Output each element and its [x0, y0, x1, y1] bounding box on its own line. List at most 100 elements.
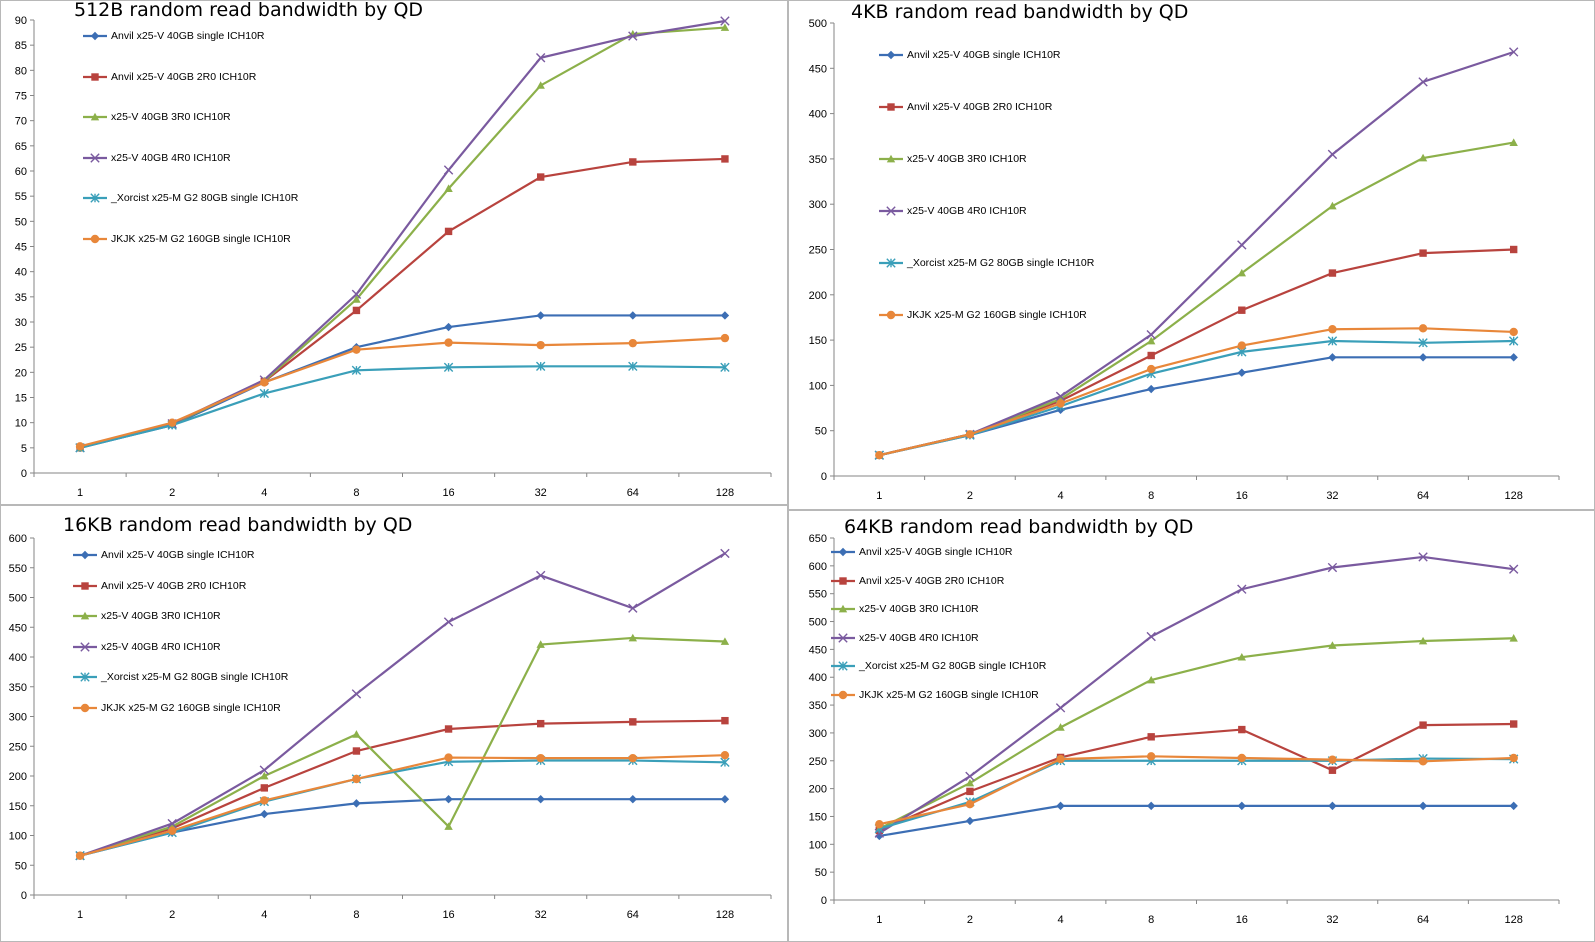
data-point [444, 822, 453, 830]
legend-label: x25-V 40GB 3R0 ICH10R [101, 610, 221, 622]
chart-panel-4kb: 0 50 100 150 200 250 300 350 400 450 500 1 2 4 8 16 32 64… [788, 0, 1595, 510]
chart-plot-64kb: 0 50 100 150 200 250 300 350 400 450 500 550 600 650 1… [809, 533, 1560, 926]
legend-marker [90, 193, 100, 203]
chart-title: 16KB random read bandwidth by QD [63, 514, 413, 536]
legend-label: x25-V 40GB 4R0 ICH10R [859, 631, 979, 644]
x-tick-label: 4 [261, 487, 267, 499]
x-tick-label: 32 [1326, 490, 1338, 502]
data-point [259, 388, 270, 399]
data-point [721, 155, 729, 163]
data-point [1509, 138, 1518, 146]
data-point [536, 753, 545, 763]
y-tick-label: 500 [809, 18, 827, 30]
x-tick-label: 2 [967, 490, 973, 502]
series-3 [874, 552, 1519, 838]
legend-label: x25-V 40GB 3R0 ICH10R [111, 111, 231, 123]
y-tick-label: 250 [9, 741, 27, 753]
data-point [875, 831, 884, 841]
y-tick-label: 50 [815, 867, 827, 879]
y-tick-label: 15 [15, 393, 27, 405]
data-point [1056, 399, 1065, 408]
series-line [879, 356, 1514, 457]
data-point [966, 787, 974, 796]
legend-marker [886, 154, 896, 163]
data-point [352, 730, 361, 738]
legend-marker [91, 72, 99, 81]
y-tick-label: 250 [809, 245, 827, 257]
chart-title: 64KB random read bandwidth by QD [844, 516, 1194, 538]
legend-swatch [73, 581, 97, 590]
data-point [351, 289, 362, 300]
data-point [1508, 47, 1519, 57]
data-point [351, 689, 362, 699]
data-point [444, 338, 453, 347]
legend-marker [90, 31, 100, 41]
data-point [1146, 329, 1156, 340]
data-point [444, 184, 453, 192]
y-tick-label: 650 [809, 533, 827, 545]
series-line [879, 339, 1514, 457]
y-tick-label: 300 [809, 199, 827, 211]
y-tick-label: 200 [9, 771, 27, 783]
x-tick-label: 128 [1505, 490, 1523, 502]
data-point [443, 165, 454, 175]
data-point [167, 418, 177, 427]
legend-swatch [831, 547, 855, 557]
chart-plot-4kb: 0 50 100 150 200 250 300 350 400 450 500 1 2 4 8 16 32 64… [809, 18, 1560, 502]
chart-plot-16kb: 0 50 100 150 200 250 300 350 400 450 500 550 600 1 2 4 8… [9, 533, 772, 921]
data-point [167, 826, 177, 835]
data-point [628, 338, 638, 348]
legend-swatch [83, 152, 107, 163]
data-point [1418, 153, 1428, 162]
x-tick-label: 32 [535, 909, 547, 921]
legend-swatch [73, 611, 97, 620]
legend-swatch [831, 604, 855, 613]
series-line [79, 314, 725, 449]
data-point [720, 311, 730, 320]
data-point [1146, 801, 1156, 811]
data-point [259, 765, 270, 775]
x-tick-label: 16 [442, 487, 454, 499]
legend-marker [80, 672, 90, 682]
y-tick-label: 600 [9, 533, 27, 545]
series-line [79, 759, 725, 857]
series-line [879, 141, 1514, 457]
legend-marker [887, 103, 895, 111]
x-tick-label: 2 [169, 487, 175, 499]
data-point [1509, 720, 1518, 728]
y-tick-label: 200 [809, 784, 827, 796]
y-tick-label: 50 [15, 860, 27, 872]
series-line [879, 50, 1515, 457]
y-tick-label: 75 [15, 91, 27, 103]
legend-marker [80, 703, 90, 712]
legend-swatch [83, 72, 107, 81]
data-point [352, 345, 361, 354]
legend-swatch [831, 576, 855, 585]
x-tick-label: 64 [1417, 490, 1429, 502]
data-point [721, 716, 729, 725]
data-point [628, 31, 638, 41]
data-point [352, 747, 361, 755]
legend-label: Anvil x25-V 40GB single ICH10R [907, 49, 1061, 61]
data-point [720, 750, 730, 760]
x-tick-label: 2 [169, 909, 175, 921]
y-tick-label: 450 [9, 622, 27, 634]
series-line [879, 804, 1514, 838]
data-point [628, 361, 638, 371]
x-tick-label: 32 [535, 487, 547, 499]
data-point [535, 53, 546, 63]
data-point [444, 753, 453, 762]
data-point [1237, 652, 1247, 661]
y-tick-label: 100 [809, 380, 827, 392]
legend-label: _Xorcist x25-M G2 80GB single ICH10R [101, 671, 289, 683]
data-point [1328, 353, 1337, 362]
y-tick-label: 10 [15, 418, 27, 430]
y-tick-label: 200 [809, 290, 827, 302]
x-tick-label: 8 [353, 487, 359, 499]
data-point [536, 640, 545, 648]
legend-swatch [73, 550, 97, 560]
data-point [965, 800, 975, 809]
legend-label: JKJK x25-M G2 160GB single ICH10R [859, 688, 1039, 701]
series-5 [75, 333, 730, 451]
x-tick-label: 64 [627, 909, 639, 921]
